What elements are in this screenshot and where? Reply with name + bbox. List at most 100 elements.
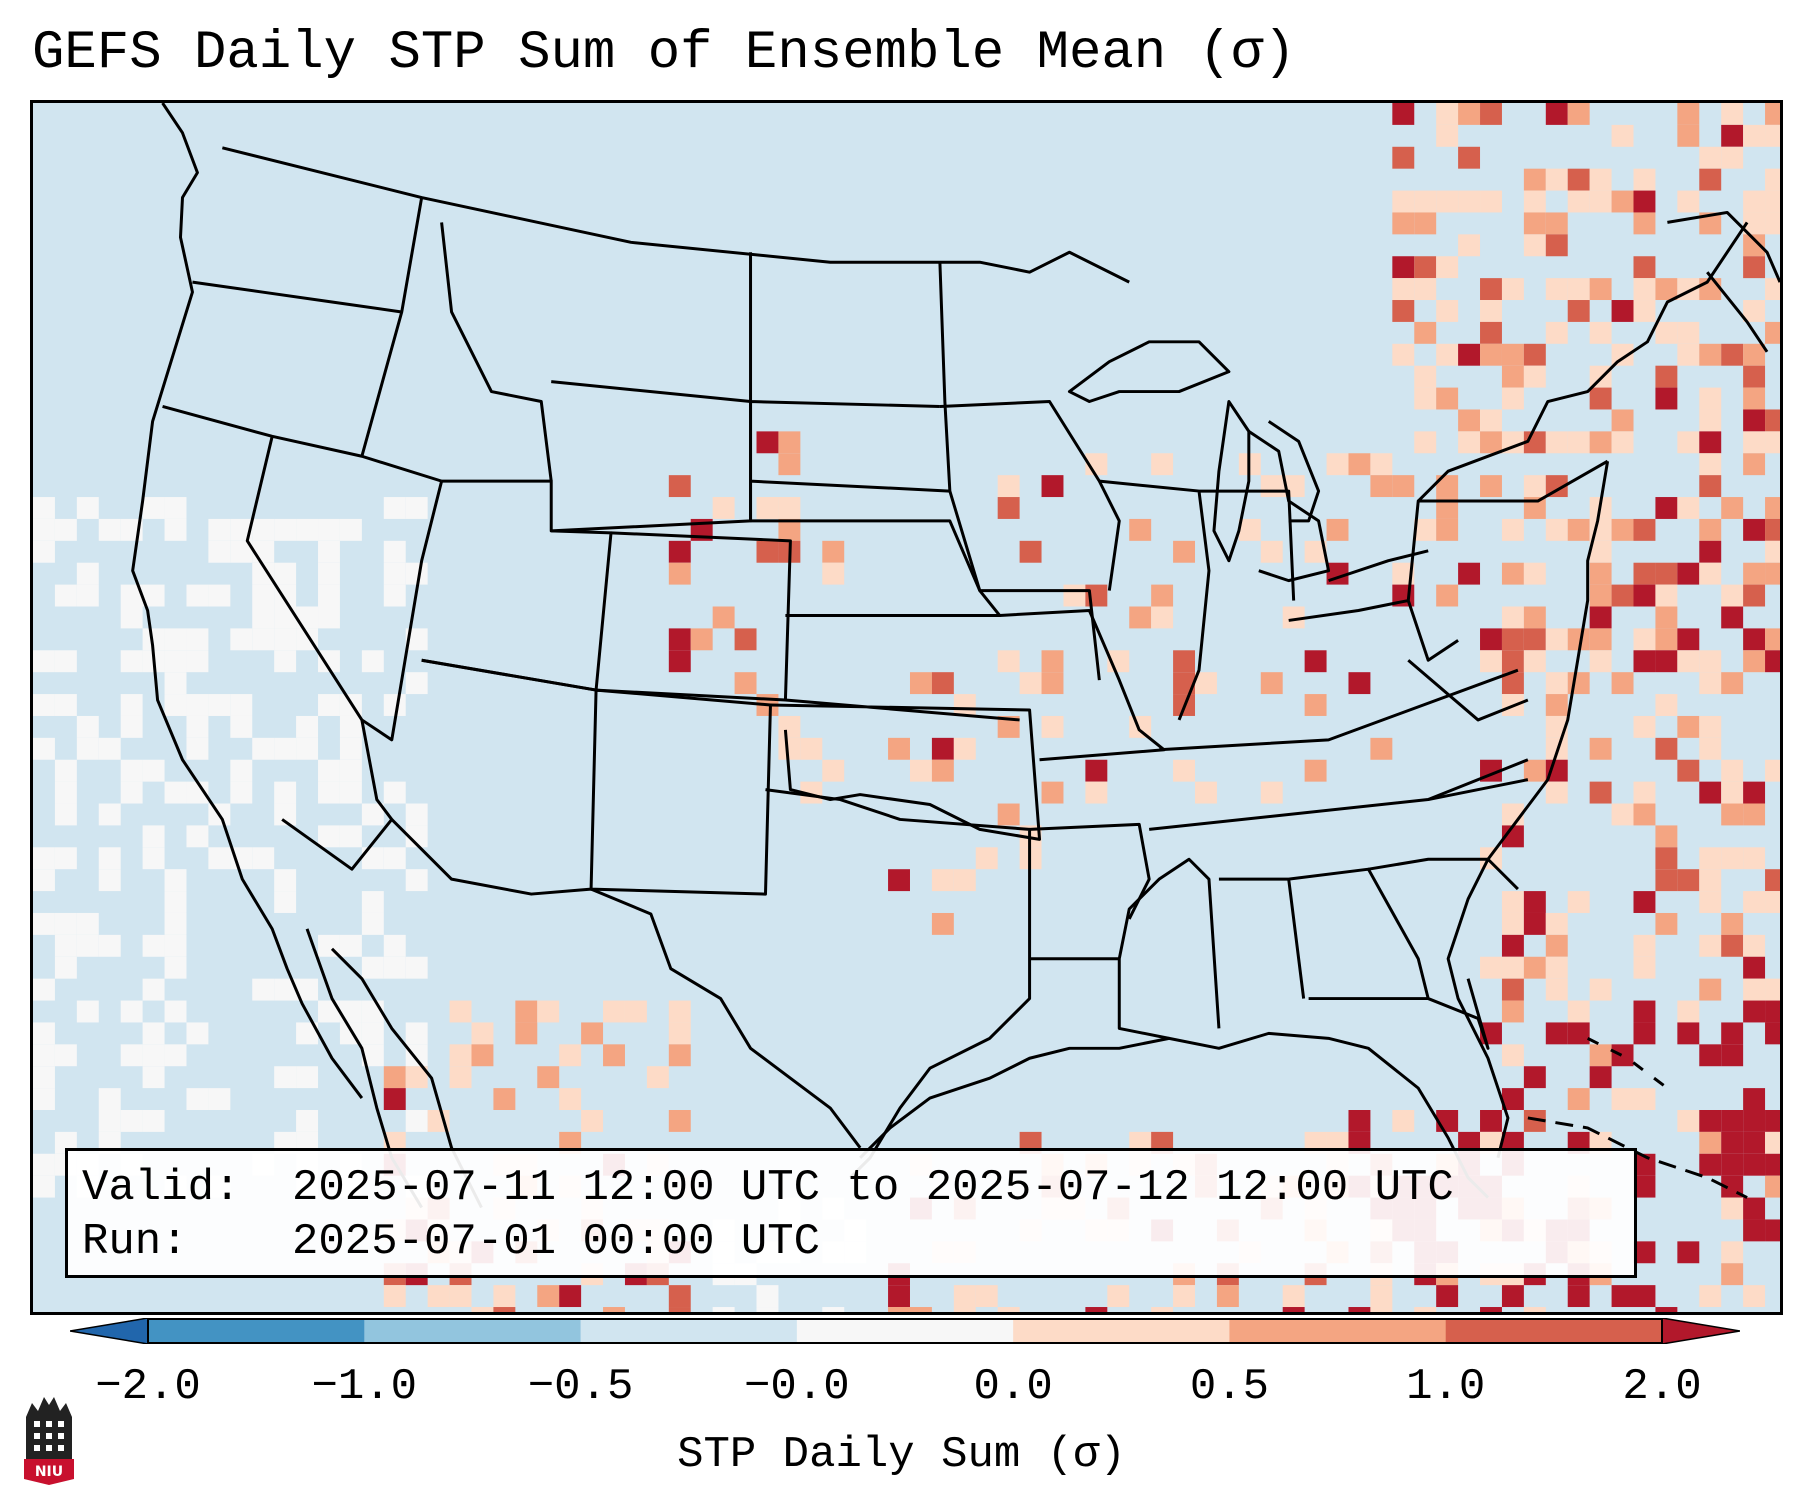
stp-cell [1545, 694, 1568, 716]
stp-cell [186, 1022, 209, 1045]
stp-cell [1282, 1307, 1305, 1312]
stp-cell [1743, 628, 1766, 651]
stp-cell [1414, 518, 1437, 541]
stp-cell [1765, 759, 1780, 782]
stp-cell [252, 628, 275, 651]
stp-cell [515, 1022, 538, 1045]
stp-cell [33, 1066, 55, 1089]
stp-cell [274, 781, 297, 804]
colorbar-bin [364, 1319, 582, 1343]
stp-cell [1721, 606, 1744, 629]
stp-cell [98, 737, 121, 760]
stp-cell [383, 1066, 406, 1089]
stp-cell [1238, 518, 1261, 541]
stp-cell [76, 934, 99, 957]
colorbar-tick-label: −0.0 [744, 1362, 850, 1412]
stp-cell [252, 518, 275, 541]
stp-cell [1699, 1285, 1722, 1308]
stp-cell [1501, 650, 1524, 673]
stp-cell [1765, 518, 1780, 541]
stp-cell [1633, 256, 1656, 279]
stp-cell [383, 1285, 406, 1308]
stp-cell [1655, 825, 1678, 848]
stp-cell [76, 562, 99, 585]
stp-cell [1523, 343, 1546, 366]
stp-cell [1721, 1110, 1744, 1132]
stp-cell [1370, 1285, 1393, 1308]
stp-cell [1677, 190, 1700, 213]
stp-cell [1041, 475, 1064, 498]
stp-cell [1501, 628, 1524, 651]
stp-cell [1041, 715, 1064, 738]
stp-cell [1655, 1307, 1678, 1312]
stp-cell [822, 1307, 845, 1312]
stp-cell [1567, 1000, 1590, 1023]
stp-cell [1765, 409, 1780, 432]
stp-cell [1501, 912, 1524, 935]
stp-cell [1655, 650, 1678, 673]
stp-cell [1436, 1285, 1459, 1308]
stp-cell [1545, 956, 1568, 979]
stp-cell [164, 956, 187, 979]
stp-cell [953, 1285, 976, 1308]
stp-cell [1370, 475, 1393, 498]
stp-cell [1567, 1088, 1590, 1111]
stp-cell [1501, 1000, 1524, 1023]
stp-cell [1436, 103, 1459, 125]
stp-cell [383, 781, 406, 804]
stp-cell [1721, 1263, 1744, 1286]
stp-cell [449, 1044, 472, 1067]
stp-cell [1765, 1022, 1780, 1045]
stp-cell [318, 694, 340, 716]
stp-cell [1501, 825, 1524, 848]
stp-cell [778, 453, 801, 476]
stp-cell [76, 584, 99, 607]
stp-cell [1414, 256, 1437, 279]
stp-cell [1721, 1153, 1744, 1176]
stp-cell [230, 628, 253, 651]
stp-cell [1655, 387, 1678, 410]
stp-cell [164, 891, 187, 913]
michigan-peninsula [1247, 430, 1331, 583]
stp-cell [1699, 1110, 1722, 1132]
stp-cell [142, 1110, 165, 1132]
stp-cell [33, 518, 55, 541]
stp-cell [1392, 190, 1415, 213]
stp-cell [164, 628, 187, 651]
stp-cell [1677, 431, 1700, 454]
stp-cell [1480, 409, 1502, 432]
stp-cell [1480, 475, 1502, 498]
state-id-mt [360, 197, 553, 482]
stp-cell [361, 847, 384, 870]
stp-cell [296, 1066, 319, 1089]
stp-cell [997, 1307, 1020, 1312]
stp-cell [997, 497, 1020, 519]
stp-cell [405, 672, 428, 695]
stp-cell [1743, 124, 1766, 147]
stp-cell [98, 869, 121, 892]
stp-cell [186, 628, 209, 651]
stp-cell [1523, 212, 1546, 235]
stp-cell [1436, 256, 1459, 279]
stp-cell [361, 1044, 384, 1067]
stp-cell [1699, 453, 1722, 476]
stp-cell [1677, 1241, 1700, 1264]
stp-cell [1392, 146, 1415, 169]
stp-cell [471, 1022, 494, 1045]
stp-cell [1721, 781, 1744, 804]
stp-cell [1436, 124, 1459, 147]
stp-cell [1458, 103, 1481, 125]
stp-cell [54, 934, 77, 957]
stp-cell [1567, 518, 1590, 541]
stp-cell [1611, 431, 1634, 454]
stp-cell [1655, 694, 1678, 716]
map-canvas [33, 103, 1780, 1312]
stp-cell [1501, 978, 1524, 1001]
stp-cell [1699, 891, 1722, 913]
colorbar-bin [1445, 1319, 1663, 1343]
stp-cell [1129, 518, 1152, 541]
atlantic-coast [1446, 460, 1610, 1159]
stp-cell [1063, 584, 1086, 607]
stp-cell [1633, 803, 1656, 826]
stp-cell [1414, 212, 1437, 235]
